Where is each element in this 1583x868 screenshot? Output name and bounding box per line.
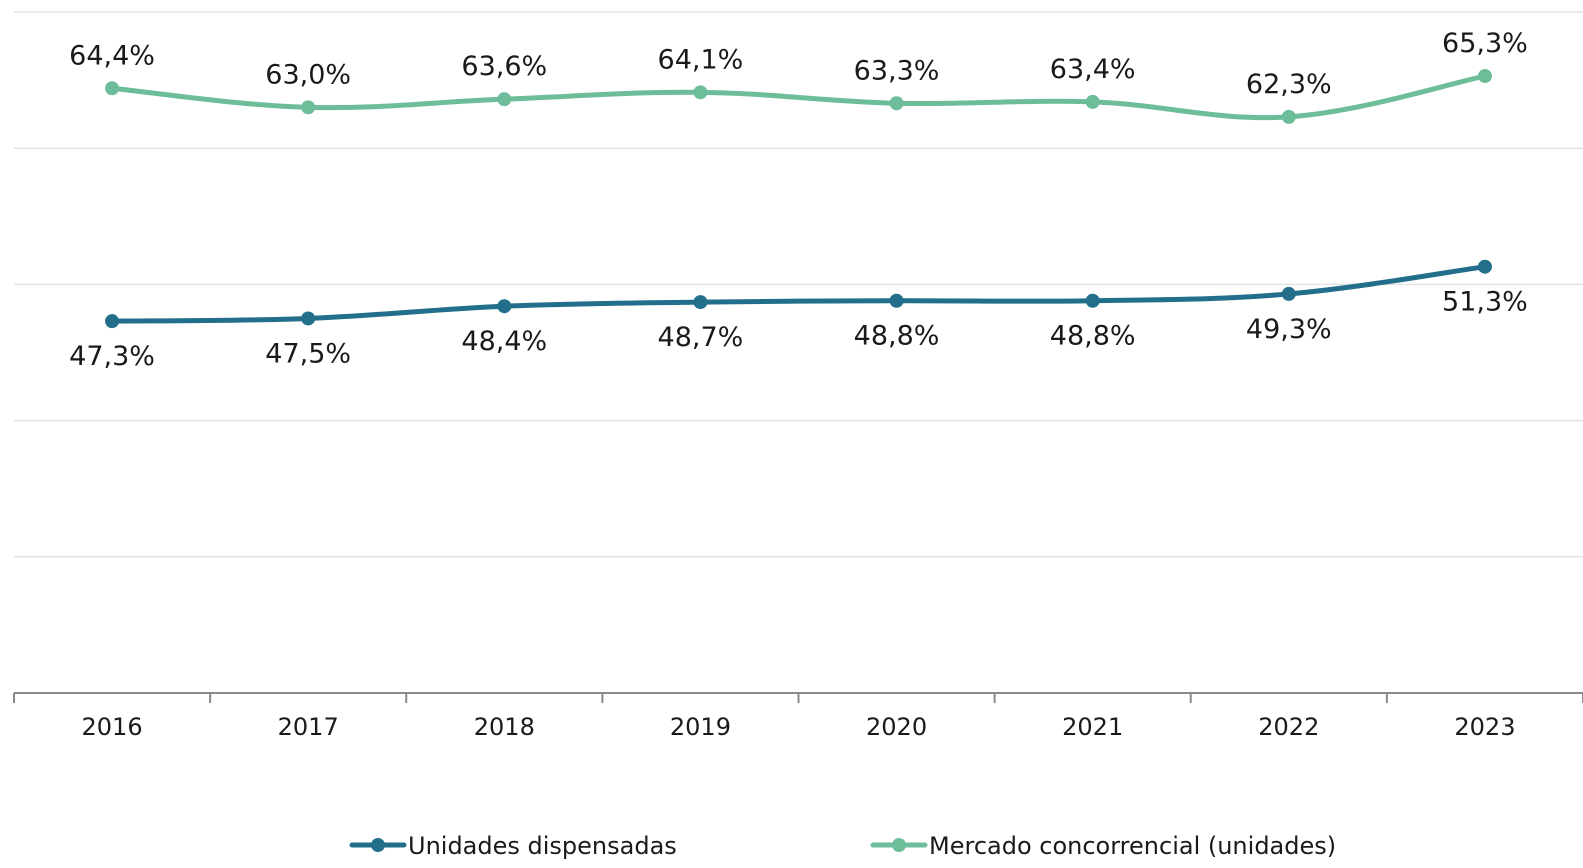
data-label: 51,3% bbox=[1442, 287, 1528, 318]
data-point bbox=[105, 314, 120, 329]
data-point bbox=[497, 92, 512, 107]
data-label: 62,3% bbox=[1246, 69, 1332, 100]
data-label: 49,3% bbox=[1246, 314, 1332, 345]
x-tick-label: 2019 bbox=[670, 713, 731, 741]
data-label: 63,0% bbox=[265, 59, 351, 90]
data-label: 47,5% bbox=[265, 338, 351, 369]
data-labels: 47,3% 47,5% 48,4% 48,7% 48,8% 48,8% 49,3% 51,3%… bbox=[69, 28, 1528, 372]
data-point bbox=[1281, 109, 1296, 124]
data-point bbox=[105, 81, 120, 96]
legend-swatch-marker bbox=[892, 838, 906, 852]
data-label: 48,8% bbox=[1050, 321, 1136, 352]
data-point bbox=[1085, 293, 1100, 308]
legend: Unidades dispensadas Mercado concorrencia… bbox=[349, 832, 1336, 860]
data-label: 65,3% bbox=[1442, 28, 1528, 59]
x-tick-label: 2023 bbox=[1454, 713, 1515, 741]
data-label: 64,4% bbox=[69, 40, 155, 71]
data-point bbox=[1477, 259, 1492, 274]
x-tick-label: 2022 bbox=[1258, 713, 1319, 741]
x-tick-label: 2016 bbox=[82, 713, 143, 741]
legend-label: Unidades dispensadas bbox=[408, 832, 677, 860]
gridlines bbox=[14, 11, 1583, 558]
legend-swatch-marker bbox=[371, 838, 385, 852]
data-label: 48,8% bbox=[854, 321, 940, 352]
series-line bbox=[109, 264, 1488, 324]
series-group bbox=[105, 69, 1492, 329]
data-label: 64,1% bbox=[658, 44, 744, 75]
data-point bbox=[301, 100, 316, 115]
data-label: 48,4% bbox=[461, 326, 547, 357]
x-tick-label: 2021 bbox=[1062, 713, 1123, 741]
legend-label: Mercado concorrencial (unidades) bbox=[929, 832, 1336, 860]
x-axis: 2016 2017 2018 2019 2020 2021 2022 2023 bbox=[13, 692, 1583, 741]
series-line bbox=[109, 73, 1488, 121]
data-point bbox=[497, 299, 512, 314]
data-point bbox=[889, 293, 904, 308]
data-point bbox=[301, 311, 316, 326]
data-label: 63,3% bbox=[854, 55, 940, 86]
data-label: 63,6% bbox=[461, 51, 547, 82]
data-label: 47,3% bbox=[69, 341, 155, 372]
data-point bbox=[693, 85, 708, 100]
data-point bbox=[1085, 94, 1100, 109]
data-point bbox=[1477, 69, 1492, 84]
x-tick-label: 2018 bbox=[474, 713, 535, 741]
data-point bbox=[889, 96, 904, 111]
x-tick-label: 2020 bbox=[866, 713, 927, 741]
data-label: 63,4% bbox=[1050, 54, 1136, 85]
x-tick-label: 2017 bbox=[278, 713, 339, 741]
data-point bbox=[1281, 286, 1296, 301]
data-point bbox=[693, 295, 708, 310]
data-label: 48,7% bbox=[658, 322, 744, 353]
